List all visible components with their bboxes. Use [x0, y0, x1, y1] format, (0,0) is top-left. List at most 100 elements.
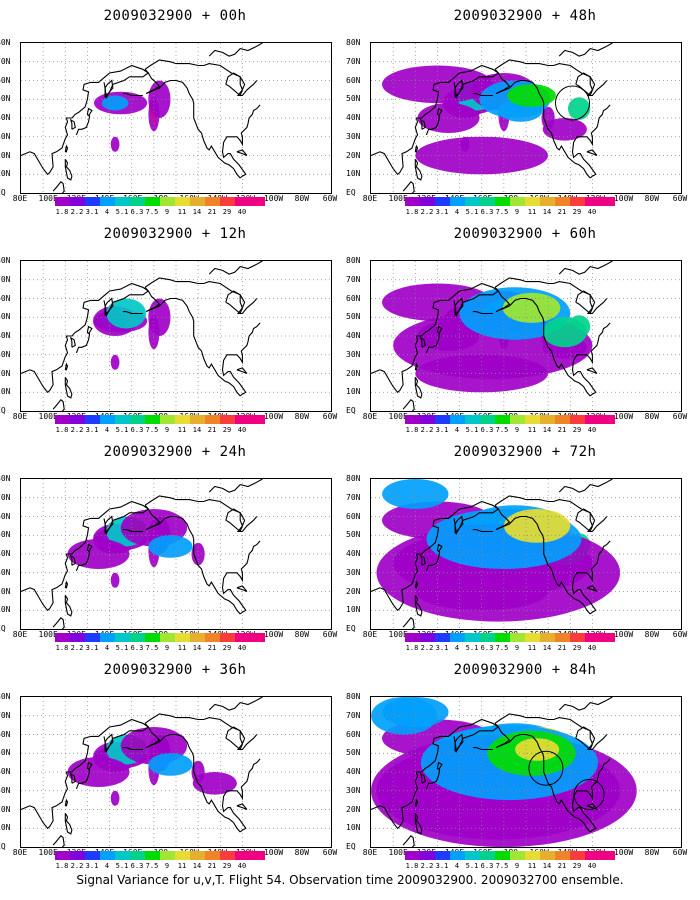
- colorbar-label: 1.8: [55, 644, 69, 652]
- coastline: [21, 718, 150, 830]
- map-area: [370, 696, 682, 848]
- colorbar-swatch: [540, 197, 555, 206]
- colorbar-swatch: [540, 415, 555, 424]
- panel-title: 2009032900 + 60h: [453, 226, 597, 242]
- coastline: [64, 159, 73, 181]
- colorbar-label: 29: [222, 426, 232, 434]
- coastline: [454, 515, 464, 534]
- coastline: [454, 297, 464, 316]
- coastline: [52, 617, 65, 629]
- panel-title: 2009032900 + 48h: [453, 8, 597, 24]
- lon-label: 100E: [38, 848, 58, 857]
- coastline: [414, 144, 419, 153]
- colorbar-swatch: [435, 633, 450, 642]
- colorbar-swatch: [525, 633, 540, 642]
- coastline: [575, 726, 593, 751]
- colorbar-label: 11: [527, 208, 537, 216]
- lon-label: 60W: [322, 412, 338, 421]
- coastline: [104, 515, 114, 534]
- coastline: [414, 595, 423, 617]
- colorbar-label: 14: [542, 644, 552, 652]
- lat-label: 50N: [0, 530, 11, 540]
- colorbar-label: 7.5: [495, 862, 509, 870]
- shaded-region: [148, 315, 160, 350]
- lat-label: 40N: [0, 113, 11, 122]
- coastline: [75, 761, 93, 790]
- map-panel: 2009032900 + 24h 80N 70N 60N 50N 40N 30N 20N 10N…: [0, 436, 350, 654]
- colorbar-swatch: [70, 197, 85, 206]
- lat-label: 60N: [0, 511, 11, 521]
- colorbar-label: 40: [587, 644, 597, 652]
- shaded-region: [542, 317, 587, 348]
- colorbar-label: 14: [192, 644, 202, 652]
- colorbar-swatch: [585, 851, 600, 860]
- coastline: [225, 508, 243, 533]
- shaded-region: [382, 479, 449, 509]
- shaded-region: [148, 97, 160, 132]
- colorbar-swatch: [510, 197, 525, 206]
- colorbar-swatch: [450, 633, 465, 642]
- colorbar-label: 3.1: [85, 208, 99, 216]
- colorbar-swatch: [235, 197, 250, 206]
- coastline: [144, 277, 258, 315]
- lat-label: 40N: [346, 549, 361, 558]
- lat-label: EQ: [346, 406, 356, 415]
- lon-label: 80W: [644, 848, 660, 857]
- lat-label: 40N: [0, 549, 11, 558]
- colorbar-label: 3.1: [435, 862, 449, 870]
- shaded-region: [106, 298, 147, 329]
- lon-label: 100E: [38, 412, 58, 421]
- coastline: [414, 159, 423, 181]
- colorbar-swatch: [525, 851, 540, 860]
- colorbar-swatch: [405, 633, 420, 642]
- coastline: [52, 399, 65, 411]
- lat-label: 70N: [0, 56, 11, 66]
- colorbar-label: 40: [237, 862, 247, 870]
- colorbar-label: 1.8: [405, 208, 419, 216]
- coastline: [425, 325, 443, 354]
- colorbar-label: 1.8: [405, 426, 419, 434]
- colorbar-swatch: [405, 851, 420, 860]
- lon-label: 100W: [613, 194, 634, 203]
- track-marker: [150, 108, 157, 126]
- coastline: [494, 504, 591, 615]
- lon-label: 100W: [613, 630, 634, 639]
- shaded-region: [110, 354, 120, 370]
- colorbar-swatch: [495, 633, 510, 642]
- colorbar-swatch: [480, 197, 495, 206]
- colorbar-label: 29: [572, 426, 582, 434]
- highlight-circle: [555, 85, 590, 121]
- lat-label: 50N: [346, 312, 361, 322]
- map-panel: 2009032900 + 84h 80N 70N 60N 50N 40N 30N 20N 10N…: [346, 654, 700, 872]
- coastline: [425, 107, 443, 136]
- colorbar-label: 4: [454, 208, 460, 216]
- lat-label: 20N: [0, 804, 11, 814]
- lon-label: 80W: [294, 412, 310, 421]
- coastline: [414, 798, 419, 807]
- colorbar-label: 1.8: [55, 208, 69, 216]
- shaded-region: [67, 539, 130, 569]
- colorbar-label: 21: [207, 208, 217, 216]
- colorbar-swatch: [250, 415, 265, 424]
- lon-label: 80E: [12, 194, 28, 203]
- colorbar-label: 6.3: [130, 862, 144, 870]
- colorbar-swatch: [55, 415, 70, 424]
- coastline: [52, 835, 65, 847]
- coastline: [221, 540, 261, 615]
- lat-label: 80N: [346, 256, 361, 265]
- coastline: [558, 43, 613, 57]
- lon-label: 100W: [613, 848, 634, 857]
- lat-label: 60N: [346, 729, 361, 739]
- lat-label: 10N: [0, 823, 11, 833]
- coastline: [586, 149, 598, 157]
- colorbar-swatch: [510, 415, 525, 424]
- colorbar-label: 5.1: [465, 862, 479, 870]
- lat-label: 50N: [346, 94, 361, 104]
- colorbar-swatch: [555, 633, 570, 642]
- colorbar-label: 9: [514, 426, 520, 434]
- colorbar-swatch: [450, 415, 465, 424]
- colorbar-swatch: [130, 415, 145, 424]
- colorbar-swatch: [540, 851, 555, 860]
- lat-label: 60N: [346, 75, 361, 85]
- coastline: [104, 79, 114, 98]
